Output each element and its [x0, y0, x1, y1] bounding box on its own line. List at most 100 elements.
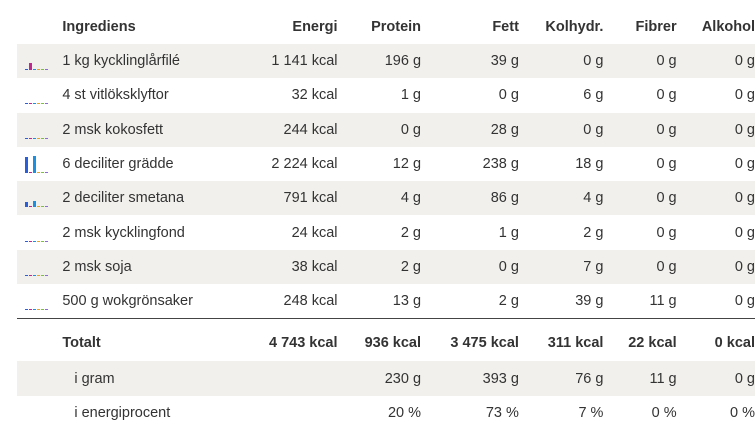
grams-row: i gram 230 g 393 g 76 g 11 g 0 g	[17, 361, 755, 396]
percent-carb: 7 %	[578, 404, 604, 421]
bar-protein	[29, 206, 32, 208]
bar-fat	[33, 240, 36, 242]
bar-energy	[25, 157, 28, 174]
ingredient-fat: 28 g	[421, 112, 519, 147]
ingredient-name: 2 msk kycklingfond	[62, 224, 185, 241]
ingredient-energy: 32 kcal	[291, 87, 338, 104]
ingredient-carb: 6 g	[583, 87, 604, 104]
bar-carb	[37, 172, 40, 174]
bar-alcohol	[45, 206, 48, 208]
ingredient-alcohol: 0 g	[676, 44, 755, 79]
bar-fiber	[41, 103, 44, 105]
bar-fat	[33, 103, 36, 105]
bar-alcohol	[45, 103, 48, 105]
ingredient-fat: 2 g	[421, 284, 519, 320]
bar-fiber	[41, 137, 44, 139]
totals-fiber: 22 kcal	[628, 335, 677, 352]
ingredient-energy: 24 kcal	[291, 224, 338, 241]
nutrient-bars-icon	[24, 258, 50, 276]
ingredient-name: 2 msk soja	[62, 249, 242, 285]
nutrient-bars-cell	[17, 181, 63, 216]
ingredient-protein: 1 g	[400, 87, 422, 104]
ingredient-fat: 0 g	[421, 249, 519, 285]
bar-alcohol	[45, 274, 48, 276]
ingredient-protein: 2 g	[400, 224, 422, 241]
ingredient-energy: 248 kcal	[241, 284, 338, 320]
nutrient-bars-cell	[17, 78, 62, 112]
grams-spacer	[17, 361, 63, 396]
ingredient-carb: 0 g	[518, 112, 604, 147]
bar-carb	[37, 103, 40, 105]
ingredient-name: 2 msk kokosfett	[62, 112, 242, 147]
ingredient-name: 4 st vitlöksklyftor	[62, 87, 169, 104]
percent-energy-empty	[242, 396, 338, 430]
header-icon-spacer	[17, 10, 62, 44]
percent-spacer	[17, 396, 62, 430]
ingredient-alcohol: 0 g	[676, 181, 755, 216]
ingredient-fat: 39 g	[421, 44, 519, 79]
percent-fat: 73 %	[485, 404, 519, 421]
nutrient-bars-svg	[25, 201, 48, 208]
ingredient-row: 4 st vitlöksklyftor 32 kcal 1 g 0 g 6 g 0 g 0 …	[17, 78, 755, 112]
grams-energy-empty	[241, 361, 338, 396]
bar-protein	[29, 172, 32, 174]
grams-fiber: 11 g	[603, 361, 677, 396]
bar-alcohol	[45, 69, 48, 71]
bar-carb	[37, 206, 40, 208]
bar-alcohol	[45, 240, 48, 242]
ingredient-protein: 4 g	[337, 181, 422, 216]
bar-fiber	[41, 69, 44, 71]
bar-alcohol	[45, 137, 48, 139]
bar-carb	[37, 240, 40, 242]
ingredient-carb: 4 g	[518, 181, 604, 216]
bar-fat	[33, 69, 36, 71]
ingredient-fat: 1 g	[498, 224, 519, 241]
nutrient-bars-svg	[25, 103, 48, 105]
bar-carb	[37, 137, 40, 139]
bar-carb	[37, 274, 40, 276]
ingredient-protein: 2 g	[337, 249, 422, 285]
ingredient-alcohol: 0 g	[676, 284, 755, 320]
ingredient-carb: 2 g	[583, 224, 604, 241]
header-fat: Fett	[492, 19, 519, 35]
ingredient-protein: 12 g	[392, 156, 422, 173]
ingredient-fiber: 0 g	[603, 249, 677, 285]
bar-alcohol	[45, 172, 48, 174]
bar-protein	[29, 137, 32, 139]
ingredient-fiber: 0 g	[656, 224, 677, 241]
nutrient-bars-icon	[24, 155, 50, 174]
ingredient-fiber: 0 g	[603, 44, 677, 79]
ingredient-row: 2 msk kycklingfond 24 kcal 2 g 1 g 2 g 0 g 0 g	[17, 215, 755, 249]
bar-carb	[37, 309, 40, 311]
percent-fiber: 0 %	[651, 404, 677, 421]
ingredient-alcohol: 0 g	[734, 224, 755, 241]
bar-protein	[29, 63, 32, 71]
ingredient-energy: 38 kcal	[241, 249, 338, 285]
totals-row: Totalt 4 743 kcal 936 kcal 3 475 kcal 31…	[17, 319, 755, 362]
nutrient-bars-icon	[24, 189, 50, 208]
bar-energy	[25, 309, 28, 311]
nutrient-bars-svg	[25, 137, 48, 139]
ingredient-protein: 196 g	[337, 44, 422, 79]
totals-section: Totalt 4 743 kcal 936 kcal 3 475 kcal 31…	[17, 319, 755, 430]
header-alcohol: Alkohol	[701, 19, 755, 35]
ingredient-protein: 0 g	[337, 112, 422, 147]
header-ingredients: Ingrediens	[62, 19, 136, 35]
nutrient-bars-svg	[25, 156, 48, 174]
bar-carb	[37, 69, 40, 71]
ingredient-fiber: 0 g	[656, 87, 677, 104]
bar-fat	[33, 137, 36, 139]
ingredient-alcohol: 0 g	[734, 87, 755, 104]
bar-protein	[29, 103, 32, 105]
ingredient-row: 6 deciliter grädde 2 224 kcal 12 g 238 g 18 …	[17, 147, 755, 181]
nutrient-bars-cell	[17, 112, 63, 147]
ingredient-name: 6 deciliter grädde	[62, 156, 174, 173]
ingredient-fiber: 0 g	[603, 112, 677, 147]
percent-alcohol: 0 %	[730, 404, 755, 421]
ingredient-energy: 244 kcal	[241, 112, 338, 147]
percent-label: i energiprocent	[74, 404, 171, 421]
